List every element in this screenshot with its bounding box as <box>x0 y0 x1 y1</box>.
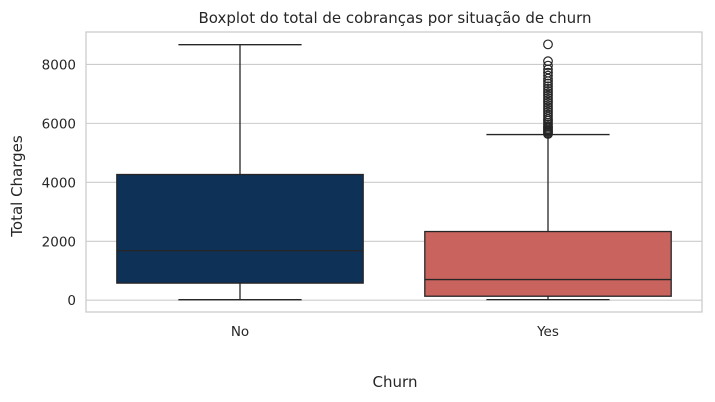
y-axis-label: Total Charges <box>8 135 26 238</box>
x-axis-label: Churn <box>373 373 418 391</box>
iqr-box <box>424 230 672 297</box>
y-tick-label: 8000 <box>42 57 76 73</box>
iqr-box <box>116 173 364 284</box>
tick-labels: 0 2000 4000 6000 8000 No Yes <box>42 57 559 340</box>
outlier-point <box>543 109 553 120</box>
outlier-point <box>543 107 553 118</box>
outlier-point <box>543 102 553 113</box>
outlier-point <box>543 56 553 67</box>
outlier-point <box>543 100 553 110</box>
outlier-point <box>543 86 553 96</box>
outlier-point <box>543 104 553 115</box>
outlier-point <box>543 93 553 103</box>
plot-frame <box>85 31 703 313</box>
box-group-yes <box>424 39 672 301</box>
x-tick-label: No <box>231 324 249 340</box>
outlier-point <box>543 88 553 99</box>
outlier-point <box>543 39 553 50</box>
outlier-point <box>543 78 553 89</box>
y-tick-label: 6000 <box>42 116 76 132</box>
outlier-point <box>543 83 553 94</box>
outlier-point <box>543 97 553 108</box>
outlier-point <box>543 81 553 92</box>
box-group-no <box>116 44 364 301</box>
y-tick-label: 0 <box>67 293 76 309</box>
outlier-point <box>543 67 553 78</box>
x-tick-label: Yes <box>536 324 559 340</box>
chart-title: Boxplot do total de cobranças por situaç… <box>198 9 591 27</box>
outlier-point <box>543 70 553 81</box>
outlier-point <box>543 60 553 71</box>
y-tick-label: 4000 <box>42 175 76 191</box>
boxes <box>116 39 672 301</box>
y-tick-label: 2000 <box>42 234 76 250</box>
outlier-point <box>543 95 553 106</box>
outlier-point <box>543 90 553 101</box>
